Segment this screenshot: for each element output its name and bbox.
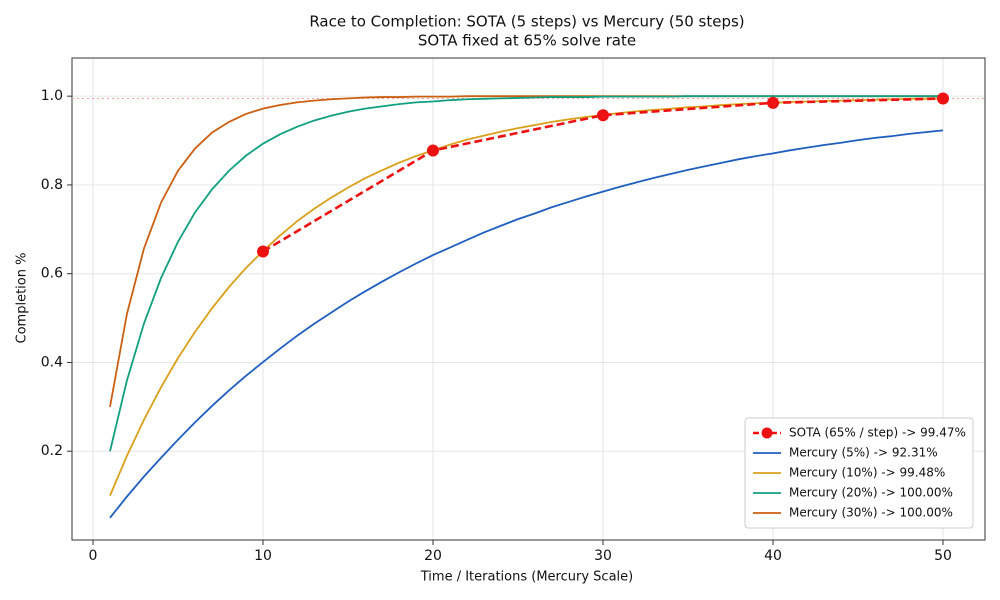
x-tick-label: 50 [934, 548, 952, 564]
series-line [109, 95, 944, 452]
grid [72, 58, 985, 540]
y-tick-label: 0.6 [41, 266, 63, 282]
data-point [937, 92, 950, 105]
x-tick-label: 30 [594, 548, 612, 564]
x-tick-label: 10 [254, 548, 272, 564]
legend-marker [761, 427, 773, 439]
legend: SOTA (65% / step) -> 99.47% Mercury (5%) … [744, 417, 974, 529]
data-point [767, 96, 780, 109]
legend-label: Mercury (10%) -> 99.48% [789, 466, 945, 480]
legend-label: Mercury (30%) -> 100.00% [789, 506, 953, 520]
legend-label: Mercury (5%) -> 92.31% [789, 446, 938, 460]
data-point [427, 144, 440, 157]
data-point [597, 109, 610, 122]
x-tick-label: 0 [89, 548, 98, 564]
plot-frame [71, 57, 986, 541]
chart-title: Race to Completion: SOTA (5 steps) vs Me… [309, 13, 744, 31]
y-axis-label: Completion % [15, 253, 30, 344]
data-point [256, 245, 269, 258]
legend-box [744, 417, 974, 529]
y-tick-label: 0.8 [41, 177, 63, 193]
legend-label: Mercury (20%) -> 100.00% [789, 486, 953, 500]
series-line [109, 95, 944, 408]
chart-subtitle: SOTA fixed at 65% solve rate [418, 32, 636, 50]
y-tick-label: 1.0 [41, 88, 63, 104]
x-tick-label: 40 [764, 548, 782, 564]
y-tick-label: 0.2 [41, 443, 63, 459]
x-axis-label: Time / Iterations (Mercury Scale) [420, 570, 633, 585]
x-tick-label: 20 [424, 548, 442, 564]
legend-label: SOTA (65% / step) -> 99.47% [789, 426, 966, 440]
y-tick-label: 0.4 [41, 354, 63, 370]
series-line [109, 97, 944, 496]
series-line [109, 129, 944, 519]
